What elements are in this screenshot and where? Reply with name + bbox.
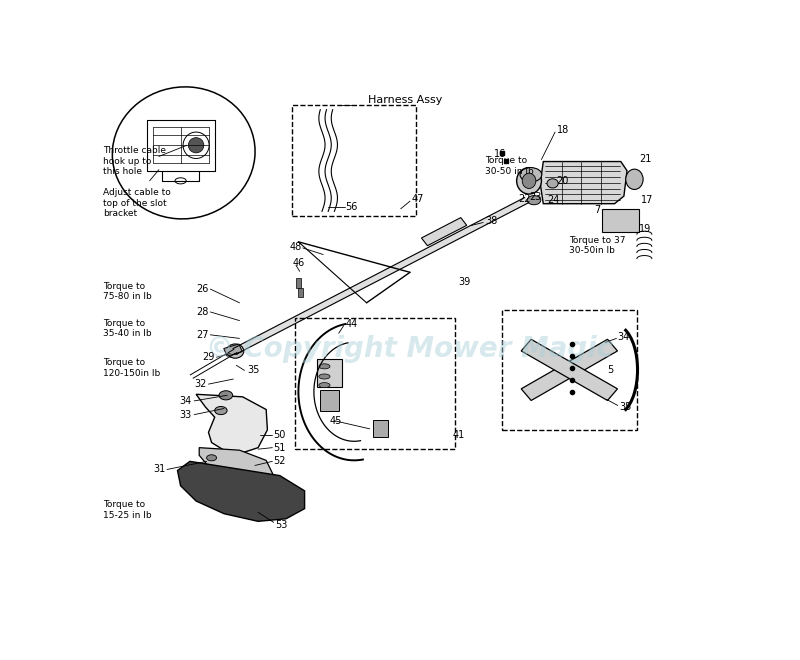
- Ellipse shape: [226, 344, 244, 358]
- Text: 19: 19: [639, 224, 652, 234]
- Bar: [502, 310, 637, 430]
- Ellipse shape: [319, 374, 330, 379]
- Text: 44: 44: [346, 319, 358, 329]
- Text: 16: 16: [494, 149, 506, 160]
- Text: 21: 21: [639, 154, 652, 164]
- Text: 46: 46: [292, 258, 305, 268]
- Text: 7: 7: [594, 205, 600, 215]
- Polygon shape: [178, 461, 305, 521]
- Ellipse shape: [520, 168, 542, 182]
- Ellipse shape: [206, 455, 217, 461]
- Text: 27: 27: [196, 330, 209, 340]
- Text: 18: 18: [557, 125, 569, 135]
- Bar: [373, 420, 388, 438]
- Text: 34: 34: [618, 333, 630, 343]
- Text: 5: 5: [607, 365, 614, 375]
- Text: Torque to
30-50 in lb: Torque to 30-50 in lb: [485, 156, 534, 176]
- Ellipse shape: [319, 364, 330, 369]
- Text: 50: 50: [274, 430, 286, 440]
- Text: 48: 48: [290, 242, 302, 252]
- Bar: [292, 105, 416, 216]
- Text: 45: 45: [330, 416, 342, 426]
- Bar: [298, 288, 302, 297]
- Text: 53: 53: [275, 520, 287, 531]
- Text: Torque to
15-25 in lb: Torque to 15-25 in lb: [103, 500, 152, 520]
- Text: 26: 26: [196, 284, 209, 294]
- Text: 35: 35: [247, 366, 259, 376]
- Polygon shape: [521, 339, 618, 401]
- Ellipse shape: [231, 348, 239, 354]
- Text: 32: 32: [194, 379, 206, 389]
- Ellipse shape: [214, 407, 227, 414]
- Ellipse shape: [188, 138, 204, 153]
- Text: 34: 34: [179, 396, 192, 406]
- Polygon shape: [521, 339, 618, 401]
- Polygon shape: [422, 218, 466, 246]
- Ellipse shape: [547, 179, 558, 188]
- Ellipse shape: [527, 195, 541, 205]
- Text: 24: 24: [548, 195, 560, 205]
- Text: 33: 33: [179, 410, 192, 420]
- Text: Torque to 37
30-50in lb: Torque to 37 30-50in lb: [569, 236, 626, 255]
- Text: Throttle cable
hook up to
this hole: Throttle cable hook up to this hole: [103, 147, 166, 176]
- Text: 39: 39: [458, 277, 470, 288]
- Text: 22: 22: [518, 193, 530, 204]
- Text: 17: 17: [642, 195, 654, 205]
- Text: 47: 47: [411, 194, 424, 204]
- Bar: [224, 344, 242, 356]
- Text: 41: 41: [452, 430, 465, 440]
- Bar: [296, 279, 301, 288]
- Text: 29: 29: [202, 352, 214, 362]
- Polygon shape: [199, 447, 274, 492]
- Polygon shape: [196, 394, 267, 453]
- Bar: [602, 209, 639, 232]
- Text: Harness Assy: Harness Assy: [368, 94, 442, 104]
- Polygon shape: [540, 162, 627, 204]
- Text: Adjust cable to
top of the slot
bracket: Adjust cable to top of the slot bracket: [103, 189, 171, 218]
- Ellipse shape: [517, 168, 542, 194]
- Ellipse shape: [319, 383, 330, 387]
- Text: Torque to
35-40 in lb: Torque to 35-40 in lb: [103, 319, 152, 338]
- Ellipse shape: [219, 391, 233, 400]
- Ellipse shape: [626, 169, 643, 189]
- Text: 38: 38: [486, 216, 498, 226]
- Ellipse shape: [522, 173, 536, 189]
- Polygon shape: [233, 197, 529, 354]
- Text: 52: 52: [274, 456, 286, 467]
- Text: 35: 35: [619, 402, 632, 412]
- Text: 20: 20: [556, 176, 569, 186]
- Text: Torque to
120-150in lb: Torque to 120-150in lb: [103, 358, 160, 378]
- Bar: [295, 318, 455, 449]
- Bar: [317, 359, 342, 387]
- Text: 31: 31: [153, 465, 165, 475]
- Text: 23: 23: [529, 192, 542, 202]
- Text: © Copyright Mower Magic: © Copyright Mower Magic: [206, 335, 614, 362]
- Text: 56: 56: [346, 202, 358, 213]
- Text: Torque to
75-80 in lb: Torque to 75-80 in lb: [103, 282, 152, 302]
- Text: 28: 28: [196, 307, 209, 317]
- Bar: [320, 390, 338, 411]
- Text: 51: 51: [274, 443, 286, 453]
